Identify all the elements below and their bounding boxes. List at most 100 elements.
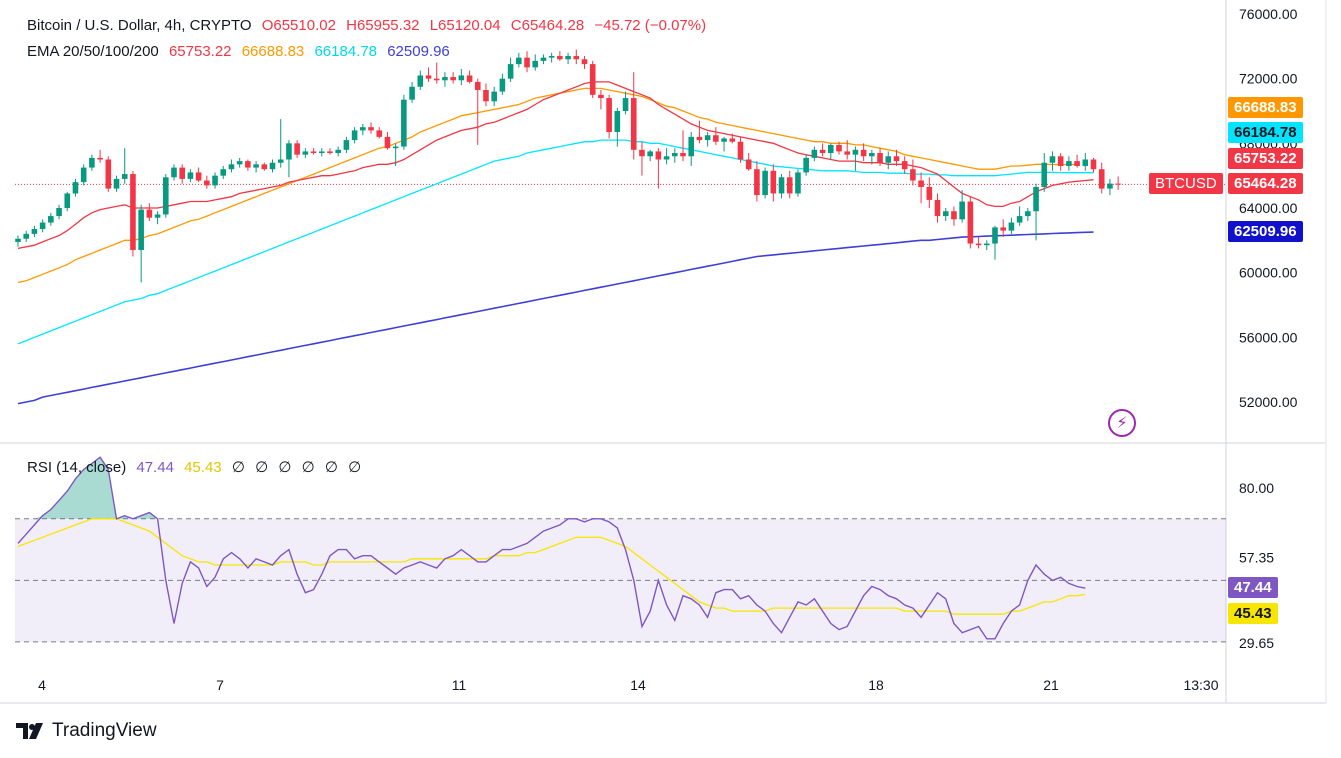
candle-body <box>786 177 793 194</box>
candle-body <box>138 209 144 251</box>
candle-body <box>433 78 440 81</box>
candle-body <box>392 146 399 149</box>
time-tick-label: 13:30 <box>1183 677 1218 693</box>
ema100-value: 66184.78 <box>314 43 378 60</box>
candle-body <box>1000 227 1006 231</box>
candle-body <box>1107 183 1113 189</box>
candle-body <box>713 135 719 142</box>
candle-body <box>655 151 662 160</box>
brand-name: TradingView <box>52 720 157 741</box>
candle-body <box>343 140 350 150</box>
candle-body <box>622 98 629 111</box>
candle-body <box>548 56 555 58</box>
empty-value-1: ∅ <box>231 459 245 476</box>
candle-body <box>951 211 957 220</box>
rsi-line <box>17 456 1086 640</box>
candle-body <box>1090 159 1097 170</box>
candle-body <box>1115 183 1121 185</box>
rsi-tick-label: 80.00 <box>1239 480 1274 496</box>
candle-body <box>113 178 120 189</box>
candle-body <box>277 159 284 163</box>
candle-body <box>121 174 128 179</box>
candle-body <box>778 177 785 194</box>
candle-body <box>910 169 916 181</box>
ema50-badge: 66688.83 <box>1228 97 1303 118</box>
candle-body <box>770 170 777 194</box>
lightning-icon[interactable]: ⚡︎ <box>1108 409 1136 437</box>
price-tick-label: 60000.00 <box>1239 265 1298 281</box>
candle-body <box>860 149 867 157</box>
candle-body <box>745 159 752 170</box>
candle-body <box>663 156 670 160</box>
candle-body <box>926 186 933 200</box>
candle-body <box>762 170 768 196</box>
ema100-line <box>17 139 1094 345</box>
candle-body <box>195 172 202 181</box>
candle-body <box>154 214 161 218</box>
empty-value-2: ∅ <box>255 459 269 476</box>
ema20-badge: 65753.22 <box>1228 148 1303 169</box>
tradingview-logo[interactable]: TradingView <box>16 720 157 742</box>
candle-body <box>721 138 727 142</box>
rsi-tick-label: 57.35 <box>1239 550 1274 566</box>
candle-body <box>877 153 883 163</box>
candle-body <box>1082 159 1089 166</box>
candle-body <box>1066 161 1072 166</box>
rsi-badge: 47.44 <box>1228 577 1278 598</box>
candle-body <box>630 98 637 150</box>
candle-body <box>1033 186 1039 212</box>
candle-body <box>844 151 851 155</box>
price-tick-label: 56000.00 <box>1239 329 1298 345</box>
candle-body <box>72 182 79 194</box>
candle-body <box>795 172 801 194</box>
candle-body <box>893 156 900 162</box>
candle-body <box>80 167 87 183</box>
candle-body <box>56 208 62 217</box>
candle-body <box>803 157 809 173</box>
candle-body <box>942 211 949 217</box>
candle-body <box>286 143 292 160</box>
candle-body <box>1025 211 1031 217</box>
rsi-label: RSI (14, close) <box>27 459 127 476</box>
ema-legend: EMA 20/50/100/200 65753.22 66688.83 6618… <box>27 43 456 60</box>
candle-body <box>384 136 391 149</box>
time-tick-label: 21 <box>1043 677 1059 693</box>
candle-body <box>1016 216 1023 223</box>
candle-body <box>901 161 908 170</box>
candle-body <box>680 153 686 157</box>
candle-body <box>474 81 481 90</box>
candle-body <box>318 151 325 154</box>
ohlc-high: H65955.32 <box>346 17 420 34</box>
candle-body <box>606 98 612 133</box>
ohlc-change: −45.72 (−0.07%) <box>594 17 707 34</box>
candle-body <box>261 164 268 170</box>
candle-body <box>417 75 424 87</box>
time-tick-label: 11 <box>452 677 467 693</box>
candle-body <box>754 169 760 196</box>
price-tick-label: 52000.00 <box>1239 394 1298 410</box>
candle-body <box>639 149 645 157</box>
ema200-line <box>17 231 1094 405</box>
candle-body <box>516 57 522 65</box>
candle-body <box>294 143 300 155</box>
ema200-badge: 62509.96 <box>1228 221 1303 242</box>
time-tick-label: 18 <box>868 677 884 693</box>
candle-body <box>442 77 448 81</box>
candle-body <box>146 209 153 218</box>
candle-body <box>589 64 596 95</box>
candle-body <box>647 151 653 157</box>
candle-body <box>458 75 465 81</box>
candle-body <box>179 167 185 179</box>
candle-body <box>360 127 366 131</box>
candle-body <box>983 243 990 246</box>
candle-body <box>1008 222 1015 231</box>
rsi-tick-label: 29.65 <box>1239 635 1274 651</box>
candle-body <box>483 89 489 102</box>
time-tick-label: 7 <box>216 677 224 693</box>
candle-body <box>450 77 456 81</box>
symbol-legend: Bitcoin / U.S. Dollar, 4h, CRYPTO O65510… <box>27 17 712 34</box>
candle-body <box>836 144 842 152</box>
time-tick-label: 4 <box>38 677 46 693</box>
candle-body <box>827 144 834 154</box>
